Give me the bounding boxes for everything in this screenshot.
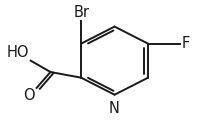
Text: O: O	[23, 88, 35, 103]
Text: N: N	[109, 101, 120, 116]
Text: Br: Br	[73, 5, 89, 20]
Text: HO: HO	[6, 45, 29, 60]
Text: F: F	[182, 36, 190, 51]
